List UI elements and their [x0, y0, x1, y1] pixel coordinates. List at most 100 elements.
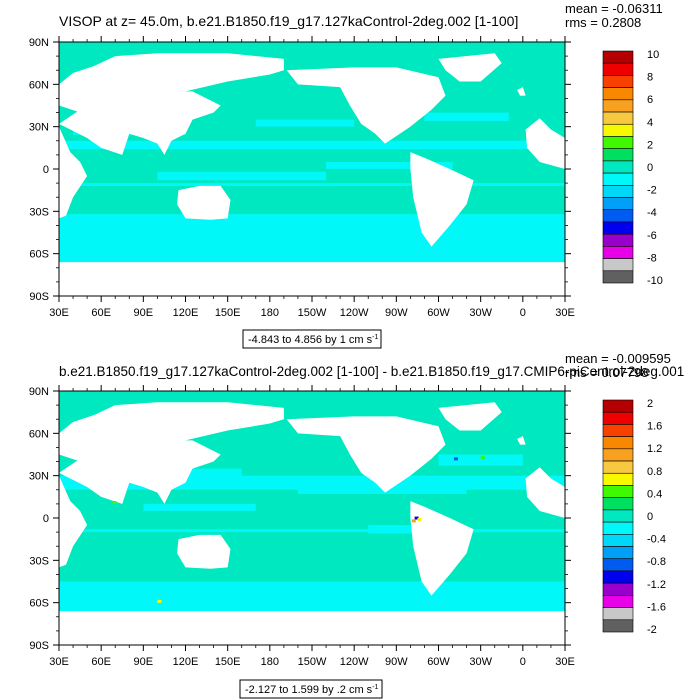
- panel-top-range-label: -4.843 to 4.856 by 1 cm s-1: [248, 334, 378, 346]
- colorbar-box: [602, 148, 634, 162]
- x-tick-label: 30W: [469, 656, 492, 668]
- land-mass: [59, 611, 565, 645]
- x-tick-label: 90W: [385, 656, 408, 668]
- x-tick-label: 60W: [427, 307, 450, 319]
- colorbar-box: [602, 411, 634, 425]
- x-tick-label: 30W: [469, 307, 492, 319]
- anomaly-spot: [157, 599, 162, 603]
- colorbar-label: 2: [647, 139, 653, 151]
- colorbar-box: [602, 595, 634, 608]
- panel-bottom-range-unit: -1: [372, 684, 378, 691]
- land-mass: [410, 501, 474, 596]
- colorbar-box: [602, 99, 634, 113]
- colorbar-label: -1.2: [647, 579, 666, 591]
- x-tick-label: 120W: [340, 307, 369, 319]
- colorbar-label: 0.8: [647, 466, 662, 478]
- ocean-streak: [326, 161, 453, 169]
- panel-top-range-text: -4.843 to 4.856 by 1 cm s: [248, 334, 373, 346]
- ocean-streak: [101, 232, 523, 244]
- land-mass: [525, 118, 565, 169]
- colorbar-box: [602, 607, 634, 621]
- y-tick-label: 60S: [29, 598, 49, 610]
- colorbar-box: [602, 221, 634, 235]
- land-mass: [177, 534, 231, 569]
- land-mass: [177, 185, 231, 220]
- y-tick-label: 30S: [29, 206, 49, 218]
- colorbar-label: 8: [647, 72, 653, 84]
- land-mass: [525, 467, 565, 518]
- panel-top-map: [59, 42, 565, 296]
- y-tick-label: 0: [43, 513, 49, 525]
- colorbar-box: [602, 399, 634, 413]
- colorbar-box: [602, 246, 634, 259]
- x-tick-label: 30E: [555, 307, 575, 319]
- ocean-streak: [255, 119, 355, 127]
- panel-top-land-mask: [59, 53, 565, 296]
- colorbar-label: 10: [647, 49, 659, 61]
- panel-bottom-land-mask: [59, 402, 565, 645]
- y-tick-label: 60N: [29, 428, 49, 440]
- panel-top-axes: 30E 60E 90E 120E 150E 180 150W 120W 90W 60W 30W 0 30…: [29, 36, 575, 319]
- ocean-streak: [157, 171, 327, 181]
- x-tick-label: 120W: [340, 656, 369, 668]
- colorbar-box: [602, 111, 634, 125]
- colorbar-label: 1.6: [647, 421, 662, 433]
- x-tick-label: 90E: [134, 307, 154, 319]
- x-tick-label: 150E: [215, 307, 241, 319]
- land-mass: [59, 262, 565, 296]
- anomaly-spot: [411, 519, 416, 523]
- colorbar-label: -1.6: [647, 601, 666, 613]
- panel-bottom-mean: mean = -0.009595: [565, 351, 671, 366]
- panel-bottom-rms: rms = 0.07798: [565, 365, 648, 380]
- ocean-streak: [438, 454, 523, 466]
- land-mass: [59, 126, 88, 219]
- colorbar-label: -8: [647, 252, 657, 264]
- x-tick-label: 120E: [173, 656, 199, 668]
- colorbar-label: 1.2: [647, 443, 662, 455]
- panel-top-range-box: [242, 329, 382, 349]
- colorbar-box: [602, 460, 634, 474]
- x-tick-label: 150W: [298, 307, 327, 319]
- colorbar-box: [602, 448, 634, 462]
- land-mass: [59, 475, 88, 568]
- colorbar-box: [602, 497, 634, 511]
- colorbar-box: [602, 436, 634, 450]
- colorbar-box: [602, 509, 634, 523]
- x-tick-label: 90W: [385, 307, 408, 319]
- land-mass: [59, 91, 221, 155]
- colorbar-box: [602, 136, 634, 149]
- x-tick-label: 180: [261, 307, 279, 319]
- panel-bottom-range-label: -2.127 to 1.599 by .2 cm s-1: [245, 684, 379, 696]
- x-tick-label: 60E: [91, 656, 111, 668]
- colorbar-box: [602, 521, 634, 535]
- y-tick-label: 30S: [29, 555, 49, 567]
- colorbar-label: 4: [647, 117, 653, 129]
- y-tick-label: 90N: [29, 386, 49, 398]
- ocean-streak: [185, 591, 551, 606]
- colorbar-box: [602, 172, 634, 186]
- colorbar-box: [602, 75, 634, 88]
- x-tick-label: 150E: [215, 656, 241, 668]
- colorbar-box: [602, 185, 634, 198]
- colorbar-box: [602, 258, 634, 272]
- x-tick-label: 180: [261, 656, 279, 668]
- colorbar-box: [602, 50, 634, 64]
- panel-top-range-unit: -1: [372, 334, 378, 341]
- panel-bottom-axes: 30E 60E 90E 120E 150E 180 150W 120W 90W 60W 30W 0 30…: [29, 385, 575, 668]
- y-tick-label: 0: [43, 164, 49, 176]
- panel-bottom-colorbar: 2 1.6 1.2 0.8 0.4 0 -0.4 -0.8 -1.2 -1.6 -2: [602, 398, 666, 636]
- x-tick-label: 0: [520, 656, 526, 668]
- x-tick-label: 60E: [91, 307, 111, 319]
- land-mass: [59, 440, 221, 504]
- anomaly-spot: [480, 455, 485, 459]
- x-tick-label: 30E: [49, 307, 69, 319]
- x-tick-label: 120E: [173, 307, 199, 319]
- colorbar-box: [602, 87, 634, 101]
- anomaly-spot: [112, 501, 117, 505]
- ocean-band-near-zero: [59, 532, 565, 582]
- colorbar-box: [602, 424, 634, 437]
- colorbar-box: [602, 558, 634, 572]
- x-tick-label: 30E: [555, 656, 575, 668]
- land-mass: [517, 87, 526, 96]
